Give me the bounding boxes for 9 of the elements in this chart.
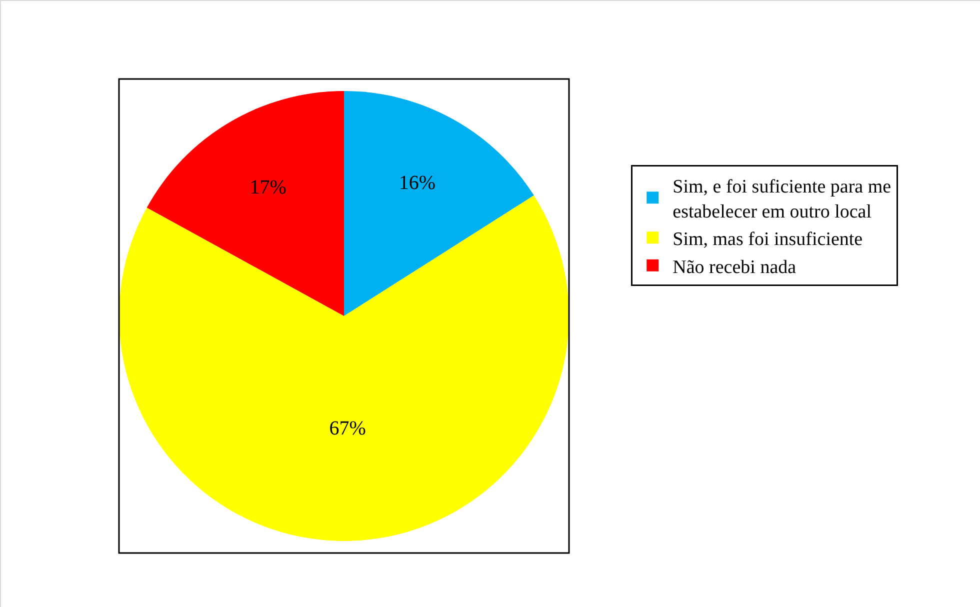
legend-label: Não recebi nada	[672, 256, 797, 278]
data-label: 16%	[398, 172, 436, 194]
pie-slice	[146, 90, 344, 316]
legend-label: Sim, mas foi insuficiente	[672, 229, 863, 250]
data-label: 67%	[329, 417, 366, 440]
pie-slice	[344, 90, 534, 316]
data-label: 17%	[250, 176, 286, 199]
legend-label: Sim, e foi suficiente para me estabelecer em outro local	[672, 176, 892, 222]
pie-slice	[119, 195, 569, 541]
